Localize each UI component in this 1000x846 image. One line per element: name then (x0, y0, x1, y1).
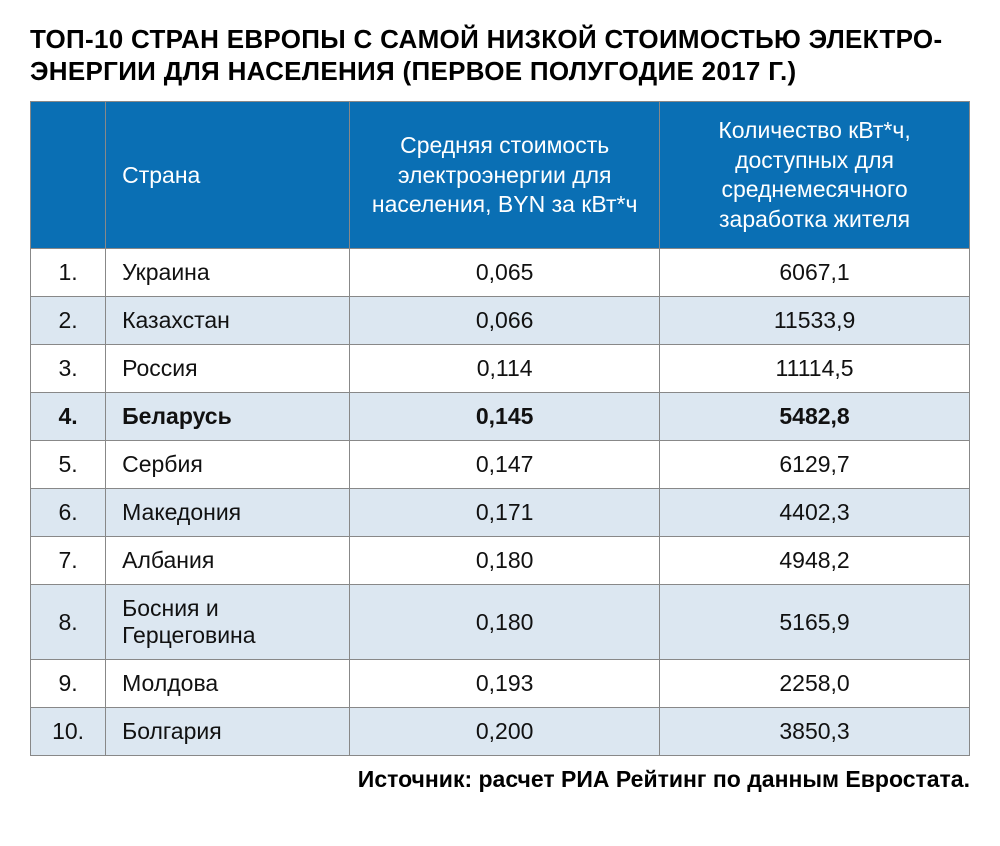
cell-kwh: 6067,1 (660, 249, 970, 297)
cell-cost: 0,066 (350, 297, 660, 345)
cell-rank: 9. (31, 660, 106, 708)
cell-kwh: 11114,5 (660, 345, 970, 393)
table-row: 5.Сербия0,1476129,7 (31, 441, 970, 489)
cell-kwh: 6129,7 (660, 441, 970, 489)
cell-rank: 1. (31, 249, 106, 297)
table-row: 8.Босния и Герцеговина0,1805165,9 (31, 585, 970, 660)
cell-kwh: 5165,9 (660, 585, 970, 660)
title-line-2: ЭНЕРГИИ ДЛЯ НАСЕЛЕНИЯ (ПЕРВОЕ ПОЛУГОДИЕ … (30, 56, 796, 86)
cell-country: Македония (106, 489, 350, 537)
cell-kwh: 11533,9 (660, 297, 970, 345)
cell-country: Украина (106, 249, 350, 297)
header-country: Страна (106, 102, 350, 249)
cell-country: Албания (106, 537, 350, 585)
cell-kwh: 2258,0 (660, 660, 970, 708)
cell-country: Болгария (106, 708, 350, 756)
cell-cost: 0,147 (350, 441, 660, 489)
table-row: 7.Албания0,1804948,2 (31, 537, 970, 585)
cell-kwh: 4948,2 (660, 537, 970, 585)
cell-cost: 0,180 (350, 585, 660, 660)
table-row: 3.Россия0,11411114,5 (31, 345, 970, 393)
table-body: 1.Украина0,0656067,12.Казахстан0,0661153… (31, 249, 970, 756)
cell-rank: 8. (31, 585, 106, 660)
table-row: 4.Беларусь0,1455482,8 (31, 393, 970, 441)
cell-cost: 0,145 (350, 393, 660, 441)
cell-kwh: 5482,8 (660, 393, 970, 441)
cell-rank: 5. (31, 441, 106, 489)
cell-rank: 7. (31, 537, 106, 585)
cell-rank: 10. (31, 708, 106, 756)
cell-country: Беларусь (106, 393, 350, 441)
cell-rank: 3. (31, 345, 106, 393)
cell-country: Сербия (106, 441, 350, 489)
cell-cost: 0,171 (350, 489, 660, 537)
table-header: Страна Средняя стоимость электроэнергии … (31, 102, 970, 249)
cell-cost: 0,065 (350, 249, 660, 297)
cell-country: Казахстан (106, 297, 350, 345)
source-text: Источник: расчет РИА Рейтинг по данным Е… (30, 766, 970, 793)
cell-rank: 4. (31, 393, 106, 441)
table-row: 10.Болгария0,2003850,3 (31, 708, 970, 756)
header-cost: Средняя стоимость электроэнергии для нас… (350, 102, 660, 249)
header-kwh: Количество кВт*ч, доступных для среднеме… (660, 102, 970, 249)
title-line-1: ТОП-10 СТРАН ЕВРОПЫ С САМОЙ НИЗКОЙ СТОИМ… (30, 24, 942, 54)
cell-cost: 0,180 (350, 537, 660, 585)
header-rank (31, 102, 106, 249)
cell-country: Молдова (106, 660, 350, 708)
cell-rank: 2. (31, 297, 106, 345)
cell-cost: 0,200 (350, 708, 660, 756)
electricity-cost-table: Страна Средняя стоимость электроэнергии … (30, 101, 970, 756)
cell-rank: 6. (31, 489, 106, 537)
cell-cost: 0,114 (350, 345, 660, 393)
cell-country: Босния и Герцеговина (106, 585, 350, 660)
table-row: 1.Украина0,0656067,1 (31, 249, 970, 297)
table-row: 6.Македония0,1714402,3 (31, 489, 970, 537)
cell-cost: 0,193 (350, 660, 660, 708)
cell-country: Россия (106, 345, 350, 393)
cell-kwh: 4402,3 (660, 489, 970, 537)
table-row: 2.Казахстан0,06611533,9 (31, 297, 970, 345)
page-title: ТОП-10 СТРАН ЕВРОПЫ С САМОЙ НИЗКОЙ СТОИМ… (30, 24, 970, 87)
cell-kwh: 3850,3 (660, 708, 970, 756)
table-row: 9.Молдова0,1932258,0 (31, 660, 970, 708)
